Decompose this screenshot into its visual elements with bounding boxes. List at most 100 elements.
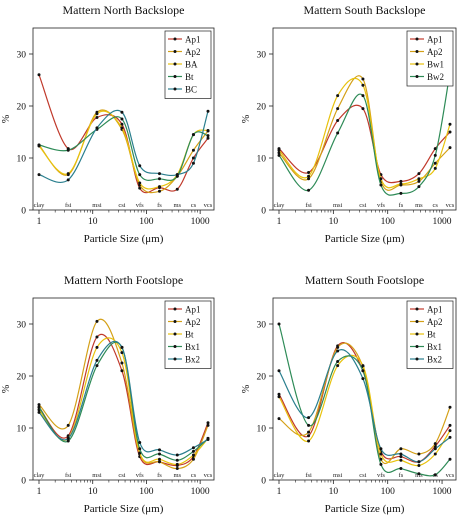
data-point — [206, 134, 210, 138]
chart-panel-4: Mattern South Footslope 0 10 20 30 1 10 100 1000… — [241, 273, 457, 515]
data-point — [399, 452, 403, 456]
y-tick-label: 30 — [17, 51, 27, 61]
legend-marker — [173, 75, 177, 78]
data-point — [399, 447, 403, 451]
data-point — [157, 452, 161, 456]
series-line-bx1 — [38, 341, 209, 461]
legend-marker — [415, 332, 419, 336]
legend-box — [406, 300, 454, 369]
data-point — [277, 395, 281, 399]
legend-marker — [415, 320, 419, 323]
size-class-label: msi — [333, 202, 343, 209]
y-tick-label: 10 — [257, 155, 267, 165]
x-tick-label: 10 — [329, 487, 339, 497]
legend-marker — [173, 345, 177, 348]
x-tick-label: 1000 — [191, 487, 210, 497]
data-point — [120, 122, 124, 126]
plot-frame — [32, 297, 215, 481]
y-tick-label: 30 — [257, 51, 267, 61]
data-point — [277, 369, 281, 373]
data-point — [157, 460, 161, 464]
data-point — [448, 435, 452, 439]
x-axis-label: Particle Size (μm) — [84, 233, 164, 245]
y-axis-label: % — [1, 385, 12, 393]
data-point — [66, 148, 70, 152]
data-point — [157, 457, 161, 461]
data-point — [157, 185, 161, 189]
data-point — [433, 473, 437, 477]
y-tick-label: 30 — [17, 321, 27, 331]
legend-label: BA — [185, 59, 198, 69]
x-tick-label: 100 — [139, 487, 154, 497]
data-point — [361, 94, 365, 98]
data-point — [138, 173, 142, 177]
data-point — [277, 392, 281, 396]
data-point — [120, 361, 124, 365]
data-point — [191, 446, 195, 450]
legend-label: Bt — [185, 72, 194, 82]
data-point — [417, 452, 421, 456]
data-point — [120, 345, 124, 349]
data-point — [277, 153, 281, 157]
legend-label: Bt — [185, 329, 194, 339]
data-point — [336, 119, 340, 123]
data-point — [37, 405, 41, 409]
data-point — [37, 403, 41, 407]
series-line-bx2 — [278, 349, 451, 463]
series-line-bw1 — [278, 77, 451, 189]
y-tick-label: 20 — [17, 373, 27, 383]
data-point — [120, 351, 124, 355]
legend-label: Bx2 — [185, 354, 200, 364]
legend-label: Bx1 — [427, 342, 442, 352]
legend-label: Bw1 — [427, 59, 444, 69]
y-axis-label: % — [241, 115, 252, 123]
x-tick-label: 100 — [381, 217, 396, 227]
size-class-label: cs — [191, 472, 197, 479]
data-point — [191, 449, 195, 453]
size-class-label: vcs — [446, 202, 455, 209]
data-point — [361, 369, 365, 373]
x-tick-label: 1000 — [433, 217, 452, 227]
x-tick-label: 1 — [37, 217, 42, 227]
size-class-label: clay — [34, 472, 46, 479]
data-point — [448, 146, 452, 150]
series-line-ap2 — [38, 318, 209, 470]
data-point — [336, 94, 340, 98]
data-point — [175, 453, 179, 457]
data-point — [379, 177, 383, 181]
size-class-label: vcs — [204, 472, 213, 479]
data-point — [433, 452, 437, 456]
data-point — [307, 188, 311, 192]
legend-label: Bw2 — [427, 72, 444, 82]
data-point — [379, 452, 383, 456]
legend-label: Bt — [427, 329, 436, 339]
x-tick-label: 1 — [277, 487, 282, 497]
legend: Ap1 Ap2 Bt Bx1 Bx2 — [406, 300, 454, 369]
y-tick-label: 20 — [257, 103, 267, 113]
data-point — [66, 423, 70, 427]
size-class-label: cs — [433, 202, 439, 209]
data-point — [433, 442, 437, 446]
series-line-ap1 — [278, 104, 451, 184]
data-point — [399, 191, 403, 195]
data-point — [307, 174, 311, 178]
data-point — [448, 405, 452, 409]
size-class-label: fsi — [65, 202, 72, 209]
size-class-label: cs — [191, 202, 197, 209]
data-point — [206, 423, 210, 427]
legend-marker — [173, 87, 177, 91]
data-point — [433, 447, 437, 451]
data-point — [336, 131, 340, 135]
x-tick-label: 10 — [329, 217, 339, 227]
legend-marker — [415, 307, 419, 311]
legend-label: Ap2 — [185, 317, 201, 327]
data-point — [191, 161, 195, 165]
data-point — [277, 148, 281, 152]
size-class-label: csi — [118, 472, 125, 479]
data-point — [448, 457, 452, 461]
size-class-label: vcs — [446, 472, 455, 479]
data-point — [417, 472, 421, 476]
size-class-label: fsi — [305, 202, 312, 209]
